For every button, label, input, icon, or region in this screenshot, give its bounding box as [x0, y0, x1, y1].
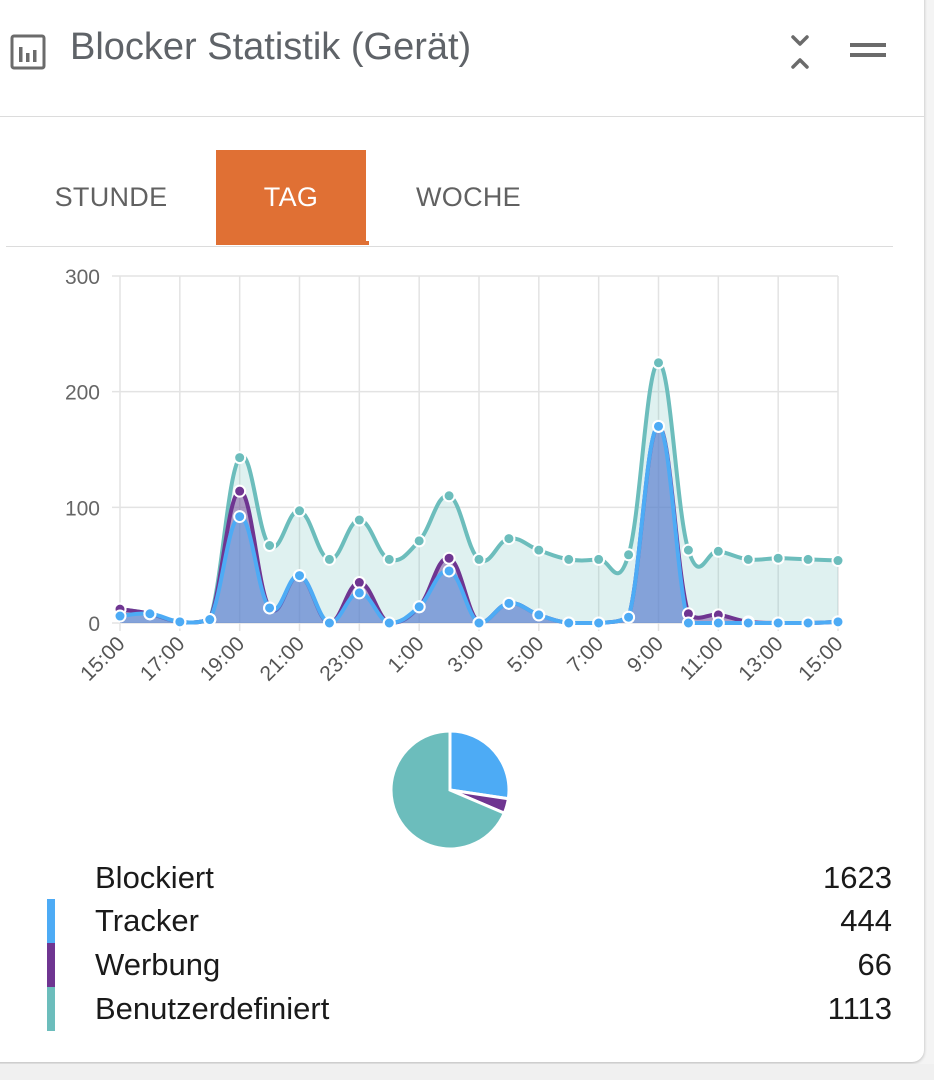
data-point-tracker: [173, 615, 187, 629]
data-point-tracker: [652, 419, 665, 433]
pie-slice-benutzerdefiniert: [389, 729, 507, 851]
legend-total-value: 1623: [823, 860, 892, 895]
data-point-tracker: [113, 609, 127, 623]
data-point-benutzerdefiniert: [711, 544, 725, 558]
bar-chart-icon: [10, 34, 46, 70]
pie-chart: [389, 729, 511, 851]
data-point-benutzerdefiniert: [681, 543, 695, 557]
legend-swatch-werbung: [47, 943, 55, 987]
x-tick-label: 17:00: [136, 632, 189, 685]
data-point-tracker: [143, 607, 157, 621]
y-tick-label: 0: [88, 613, 100, 636]
data-point-benutzerdefiniert: [442, 489, 456, 503]
legend-label-benutzerdefiniert: Benutzerdefiniert: [95, 991, 330, 1026]
data-point-werbung: [352, 576, 366, 590]
data-point-tracker: [622, 610, 636, 624]
tab-tag[interactable]: TAG: [216, 150, 366, 244]
x-tick-label: 13:00: [734, 632, 787, 685]
x-tick-label: 15:00: [76, 632, 129, 685]
data-point-benutzerdefiniert: [801, 552, 815, 566]
legend-swatch-benutzerdefiniert: [47, 987, 55, 1031]
data-point-benutzerdefiniert: [652, 356, 665, 370]
y-tick-label: 300: [65, 266, 100, 289]
data-point-benutzerdefiniert: [771, 551, 785, 565]
y-tick-label: 100: [65, 497, 100, 520]
blocker-stats-card: Blocker Statistik (Gerät) STUNDE TAG WOC…: [0, 0, 924, 1062]
data-point-benutzerdefiniert: [412, 534, 426, 548]
data-point-benutzerdefiniert: [233, 451, 247, 465]
data-point-tracker: [203, 613, 217, 627]
data-point-benutzerdefiniert: [532, 543, 546, 557]
data-point-tracker: [322, 616, 336, 630]
x-tick-label: 3:00: [443, 632, 488, 677]
data-point-tracker: [532, 608, 546, 622]
legend-value-tracker: 444: [840, 903, 892, 938]
x-tick-label: 19:00: [196, 632, 249, 685]
data-point-benutzerdefiniert: [263, 539, 277, 553]
page-background-strip: [0, 1064, 934, 1080]
data-point-tracker: [801, 616, 815, 630]
pie-slice-tracker: [448, 729, 511, 801]
data-point-benutzerdefiniert: [382, 552, 396, 566]
data-point-benutzerdefiniert: [622, 548, 636, 562]
data-point-tracker: [412, 600, 426, 614]
data-point-tracker: [263, 601, 277, 615]
data-point-tracker: [233, 510, 247, 524]
tab-woche[interactable]: WOCHE: [416, 182, 521, 212]
area-fill-tracker: [120, 426, 838, 623]
x-tick-label: 11:00: [676, 632, 728, 684]
data-point-tracker: [771, 616, 785, 630]
data-point-benutzerdefiniert: [322, 552, 336, 566]
data-point-tracker: [382, 616, 396, 630]
x-tick-label: 23:00: [315, 632, 368, 685]
y-tick-label: 200: [65, 382, 100, 405]
data-point-benutzerdefiniert: [293, 504, 306, 518]
data-point-benutzerdefiniert: [352, 513, 366, 527]
data-point-tracker: [442, 564, 456, 578]
active-tab-indicator: [216, 241, 369, 245]
legend-total-label: Blockiert: [95, 860, 214, 895]
data-point-benutzerdefiniert: [831, 554, 845, 568]
data-point-werbung: [233, 484, 247, 498]
collapse-icon[interactable]: [786, 34, 814, 70]
legend-label-werbung: Werbung: [95, 947, 221, 982]
legend-value-werbung: 66: [857, 947, 892, 982]
data-point-tracker: [472, 616, 486, 630]
data-point-tracker: [352, 586, 366, 600]
tab-stunde[interactable]: STUNDE: [54, 182, 168, 212]
data-point-tracker: [741, 616, 755, 630]
data-point-tracker: [293, 569, 306, 583]
legend-value-benutzerdefiniert: 1113: [827, 991, 892, 1026]
data-point-tracker: [711, 616, 725, 630]
menu-icon[interactable]: [850, 40, 886, 60]
x-tick-label: 9:00: [623, 632, 668, 677]
legend-swatch-tracker: [47, 899, 55, 943]
x-tick-label: 7:00: [563, 632, 608, 677]
legend-label-tracker: Tracker: [95, 903, 199, 938]
legend-row-benutzerdefiniert: Benutzerdefiniert 1113: [0, 987, 934, 1031]
period-tabs: STUNDE TAG WOCHE: [6, 150, 893, 247]
data-point-benutzerdefiniert: [502, 532, 516, 546]
x-tick-label: 15:00: [794, 632, 847, 685]
x-tick-label: 21:00: [256, 632, 309, 685]
data-point-werbung: [442, 551, 456, 565]
card-header: Blocker Statistik (Gerät): [0, 0, 924, 117]
legend-row-werbung: Werbung 66: [0, 943, 934, 987]
legend-total-row: Blockiert 1623: [0, 856, 934, 900]
data-point-tracker: [831, 615, 845, 629]
data-point-benutzerdefiniert: [472, 552, 486, 566]
legend-row-tracker: Tracker 444: [0, 899, 934, 943]
data-point-tracker: [502, 596, 516, 610]
card-title: Blocker Statistik (Gerät): [70, 26, 472, 68]
data-point-tracker: [681, 616, 695, 630]
data-point-benutzerdefiniert: [562, 552, 576, 566]
data-point-tracker: [562, 616, 576, 630]
data-point-benutzerdefiniert: [592, 552, 606, 566]
data-point-benutzerdefiniert: [741, 552, 755, 566]
data-point-tracker: [592, 616, 606, 630]
x-tick-label: 1:00: [384, 632, 429, 677]
area-fill-werbung: [120, 426, 838, 623]
x-tick-label: 5:00: [503, 632, 548, 677]
